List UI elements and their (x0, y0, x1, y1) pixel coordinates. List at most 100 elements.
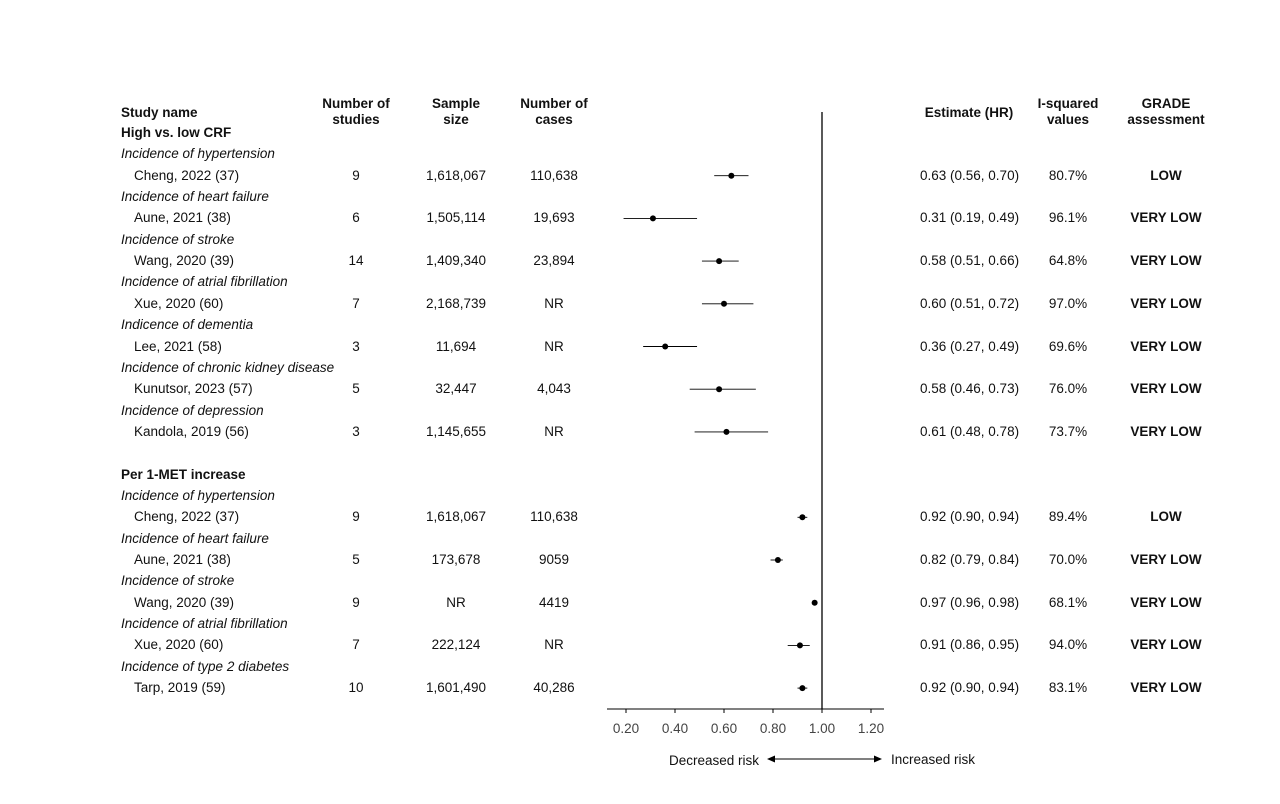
estimate-hr: 0.58 (0.51, 0.66) (920, 253, 1020, 269)
i-squared-value: 70.0% (1048, 552, 1088, 567)
number-of-cases: 110,638 (530, 509, 578, 525)
x-tick-label: 1.00 (809, 721, 835, 736)
number-of-studies: 3 (352, 338, 360, 354)
outcome-label: Incidence of stroke (121, 573, 235, 589)
header-i-squared: I-squared values (1037, 96, 1099, 127)
point-estimate (799, 685, 806, 692)
estimate-hr: 0.60 (0.51, 0.72) (920, 295, 1020, 311)
number-of-cases: 4,043 (537, 381, 571, 397)
number-of-cases: NR (544, 423, 564, 439)
study-name: Xue, 2020 (60) (134, 637, 224, 653)
x-tick-label: 0.20 (613, 721, 639, 736)
decreased-risk-label: Decreased risk (669, 753, 760, 768)
grade-assessment: VERY LOW (1130, 381, 1202, 397)
estimate-hr: 0.58 (0.46, 0.73) (920, 381, 1020, 397)
point-estimate (649, 215, 656, 222)
grade-assessment: VERY LOW (1130, 552, 1202, 567)
arrow-left-icon (767, 755, 775, 763)
x-tick-label: 0.40 (662, 721, 688, 736)
estimate-hr: 0.97 (0.96, 0.98) (920, 594, 1020, 610)
study-name: Tarp, 2019 (59) (134, 680, 226, 696)
outcome-label: Incidence of heart failure (121, 189, 269, 205)
sample-size: 1,409,340 (425, 253, 487, 269)
number-of-cases: 19,693 (533, 210, 575, 226)
point-estimate (662, 343, 669, 350)
outcome-label: Incidence of hypertension (121, 146, 275, 162)
estimate-hr: 0.61 (0.48, 0.78) (920, 423, 1020, 439)
point-estimate (716, 386, 723, 393)
x-tick-label: 0.80 (760, 721, 786, 736)
x-tick-label: 0.60 (711, 721, 737, 736)
i-squared-value: 94.0% (1048, 637, 1088, 653)
sample-size: 222,124 (431, 637, 481, 653)
number-of-cases: 4419 (538, 594, 570, 610)
estimate-hr: 0.92 (0.90, 0.94) (920, 509, 1020, 525)
increased-risk-label: Increased risk (891, 752, 976, 767)
grade-assessment: LOW (1150, 509, 1182, 525)
section-heading: Per 1-MET increase (121, 466, 246, 482)
header-number-of-cases: Number of cases (520, 96, 588, 127)
number-of-studies: 5 (352, 381, 360, 397)
number-of-cases: 23,894 (533, 253, 575, 269)
number-of-studies: 9 (352, 594, 360, 610)
i-squared-value: 83.1% (1048, 680, 1088, 696)
grade-assessment: VERY LOW (1130, 423, 1202, 439)
grade-assessment: VERY LOW (1130, 637, 1202, 653)
grade-assessment: VERY LOW (1130, 594, 1202, 610)
i-squared-value: 97.0% (1048, 295, 1088, 311)
section-heading: High vs. low CRF (121, 125, 232, 140)
point-estimate (721, 300, 727, 307)
estimate-hr: 0.63 (0.56, 0.70) (920, 167, 1020, 183)
outcome-label: Incidence of hypertension (121, 487, 275, 503)
grade-assessment: VERY LOW (1130, 338, 1202, 354)
number-of-cases: 110,638 (530, 167, 578, 183)
number-of-cases: NR (544, 637, 564, 653)
sample-size: 1,601,490 (425, 680, 487, 696)
study-name: Cheng, 2022 (37) (134, 509, 240, 525)
number-of-studies: 10 (348, 680, 364, 696)
i-squared-value: 64.8% (1048, 253, 1088, 269)
point-estimate (774, 557, 781, 563)
sample-size: 2,168,739 (425, 295, 487, 311)
study-name: Aune, 2021 (38) (134, 210, 231, 226)
point-estimate (728, 172, 735, 179)
x-tick-label: 1.20 (858, 721, 884, 736)
study-name: Kandola, 2019 (56) (134, 423, 249, 439)
sample-size: 32,447 (435, 381, 477, 397)
number-of-cases: NR (544, 295, 564, 311)
header-estimate: Estimate (HR) (924, 105, 1014, 120)
number-of-studies: 3 (352, 423, 360, 439)
estimate-hr: 0.92 (0.90, 0.94) (920, 680, 1020, 696)
sample-size: 1,145,655 (425, 423, 487, 439)
grade-assessment: VERY LOW (1130, 253, 1202, 269)
point-estimate (811, 599, 818, 606)
number-of-cases: 40,286 (533, 680, 575, 696)
i-squared-value: 76.0% (1048, 381, 1088, 397)
i-squared-value: 89.4% (1048, 509, 1088, 525)
arrow-right-icon (874, 755, 882, 763)
sample-size: 173,678 (431, 552, 481, 567)
study-name: Aune, 2021 (38) (134, 552, 231, 567)
estimate-hr: 0.82 (0.79, 0.84) (920, 552, 1020, 567)
point-estimate (723, 428, 730, 435)
point-estimate (716, 258, 723, 265)
estimate-hr: 0.36 (0.27, 0.49) (920, 338, 1020, 354)
header-number-of-studies: Number of studies (322, 96, 390, 127)
outcome-label: Incidence of type 2 diabetes (121, 658, 290, 674)
number-of-studies: 7 (352, 295, 360, 311)
grade-assessment: LOW (1150, 167, 1182, 183)
point-estimate (796, 642, 803, 649)
i-squared-value: 68.1% (1048, 594, 1088, 610)
outcome-label: Incidence of depression (121, 402, 264, 418)
outcome-label: Incidence of chronic kidney disease (121, 359, 335, 375)
point-estimate (799, 514, 806, 521)
sample-size: 1,618,067 (425, 509, 487, 525)
number-of-cases: 9059 (538, 552, 570, 567)
study-name: Xue, 2020 (60) (134, 295, 224, 311)
i-squared-value: 73.7% (1048, 423, 1088, 439)
number-of-studies: 5 (352, 552, 360, 567)
outcome-label: Incidence of stroke (121, 231, 235, 247)
number-of-cases: NR (544, 338, 564, 354)
header-grade: GRADE assessment (1127, 96, 1205, 127)
outcome-label: Incidence of atrial fibrillation (121, 616, 288, 632)
